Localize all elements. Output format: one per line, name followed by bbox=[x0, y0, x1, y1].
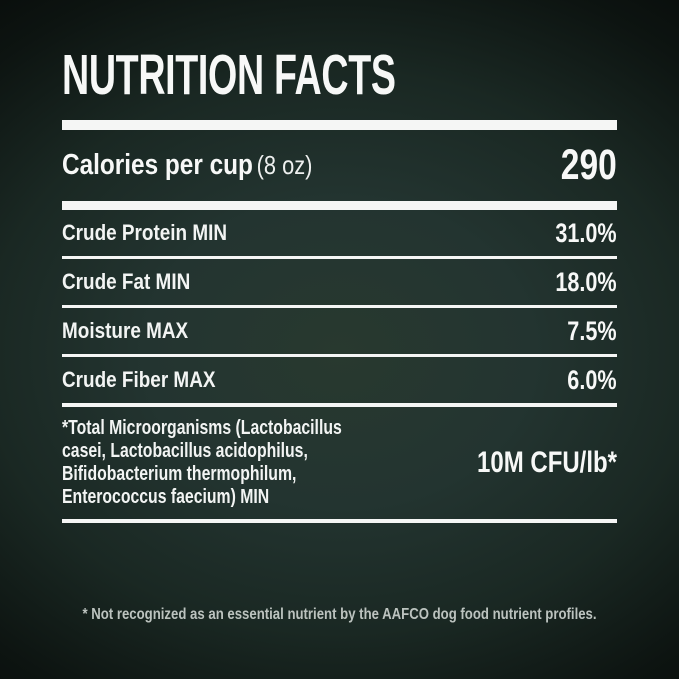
row-divider bbox=[62, 256, 617, 259]
calories-label: Calories per cup bbox=[62, 149, 253, 181]
row-divider bbox=[62, 305, 617, 308]
nutrient-value: 31.0% bbox=[555, 217, 617, 248]
nutrient-row-crude-protein: Crude Protein MIN 31.0% bbox=[62, 210, 617, 256]
nutrient-value: 7.5% bbox=[567, 315, 617, 346]
nutrient-row-microorganisms: *Total Microorganisms (Lactobacillus cas… bbox=[62, 407, 617, 519]
bottom-divider bbox=[62, 519, 617, 523]
nutrient-name: Crude Fiber MAX bbox=[62, 367, 216, 392]
calories-value: 290 bbox=[561, 141, 617, 189]
aafco-footnote: * Not recognized as an essential nutrien… bbox=[82, 606, 597, 623]
calories-divider bbox=[62, 201, 617, 210]
calories-row: Calories per cup (8 oz) 290 bbox=[62, 130, 617, 201]
nutrient-value: 10M CFU/lb* bbox=[476, 446, 617, 479]
nutrient-name: Crude Protein MIN bbox=[62, 220, 228, 245]
nutrient-row-crude-fat: Crude Fat MIN 18.0% bbox=[62, 259, 617, 305]
nutrient-name: Moisture MAX bbox=[62, 318, 189, 343]
title-divider bbox=[62, 120, 617, 130]
nutrient-row-crude-fiber: Crude Fiber MAX 6.0% bbox=[62, 357, 617, 403]
label-title: NUTRITION FACTS bbox=[62, 43, 396, 107]
nutrition-label: NUTRITION FACTS Calories per cup (8 oz) … bbox=[62, 0, 617, 523]
nutrient-name: *Total Microorganisms (Lactobacillus cas… bbox=[62, 417, 342, 508]
calories-serving-size: (8 oz) bbox=[256, 150, 313, 180]
calories-label-group: Calories per cup (8 oz) bbox=[62, 149, 312, 182]
row-divider bbox=[62, 403, 617, 407]
nutrient-row-moisture: Moisture MAX 7.5% bbox=[62, 308, 617, 354]
nutrient-value: 6.0% bbox=[567, 364, 617, 395]
nutrient-name: Crude Fat MIN bbox=[62, 269, 191, 294]
row-divider bbox=[62, 354, 617, 357]
nutrient-value: 18.0% bbox=[555, 266, 617, 297]
